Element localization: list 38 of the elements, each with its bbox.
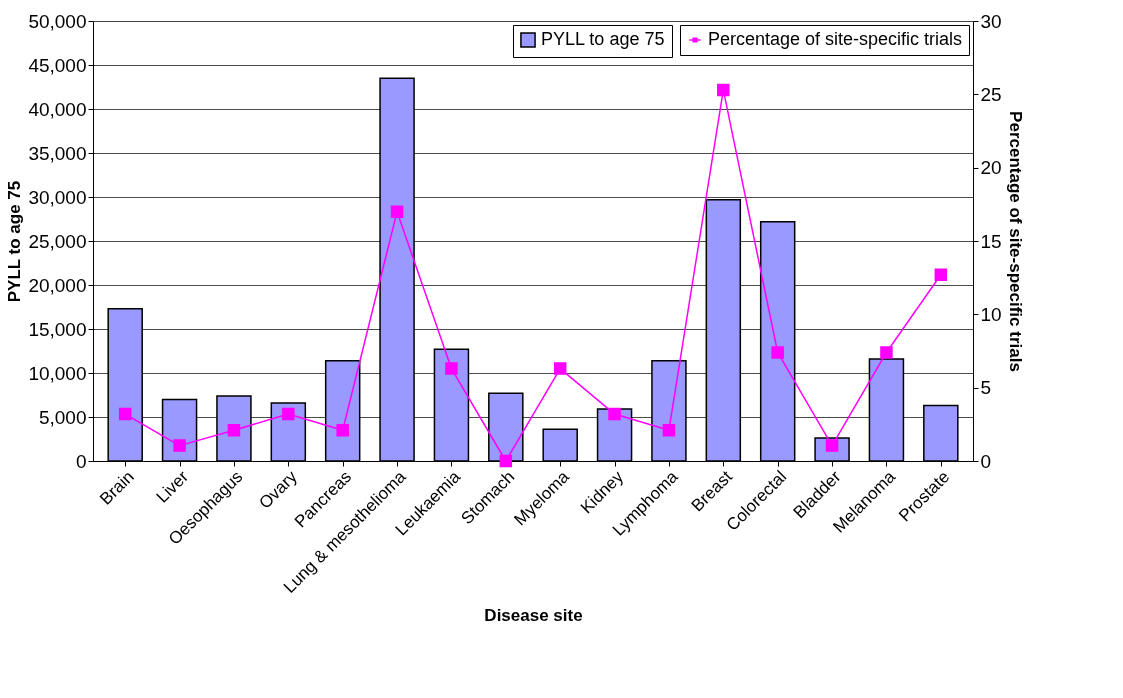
y-tick-label: 5,000 (38, 406, 87, 428)
point (934, 268, 948, 281)
point (336, 423, 349, 437)
y-tick-label: 15,000 (28, 318, 87, 340)
y-tick-label: 25,000 (28, 230, 87, 252)
point (282, 407, 295, 421)
y-tick-label: 40,000 (28, 98, 87, 120)
point (118, 407, 132, 421)
y2-tick-label: 10 (980, 303, 1002, 325)
point (771, 346, 784, 359)
point (662, 423, 676, 437)
y2-axis-title: Percentage of site-specific trials (1005, 111, 1025, 372)
y-tick-label: 45,000 (28, 54, 87, 76)
y-axis-title: PYLL to age 75 (5, 180, 25, 303)
y2-tick-label: 0 (980, 450, 992, 472)
point (553, 362, 567, 375)
legend-label: Percentage of site-specific trials (708, 29, 963, 49)
y2-tick-label: 15 (980, 230, 1002, 252)
y2-tick-label: 5 (980, 377, 992, 399)
point (390, 205, 404, 218)
y-tick-label: 35,000 (28, 142, 87, 164)
y-tick-label: 10,000 (28, 362, 87, 384)
legend-label: PYLL to age 75 (541, 29, 665, 49)
y-tick-label: 0 (75, 450, 87, 472)
y2-tick-label: 25 (980, 83, 1002, 105)
y-tick-label: 30,000 (28, 186, 87, 208)
point (499, 454, 513, 468)
x-axis-title: Disease site (484, 606, 583, 626)
y2-tick-label: 30 (980, 10, 1002, 32)
point (717, 83, 730, 97)
point (227, 423, 241, 437)
y-tick-label: 50,000 (28, 10, 87, 32)
y-tick-label: 20,000 (28, 274, 87, 296)
point (608, 407, 621, 421)
point (445, 362, 458, 375)
point (173, 439, 186, 452)
y2-tick-label: 20 (980, 157, 1002, 179)
point (880, 346, 893, 359)
